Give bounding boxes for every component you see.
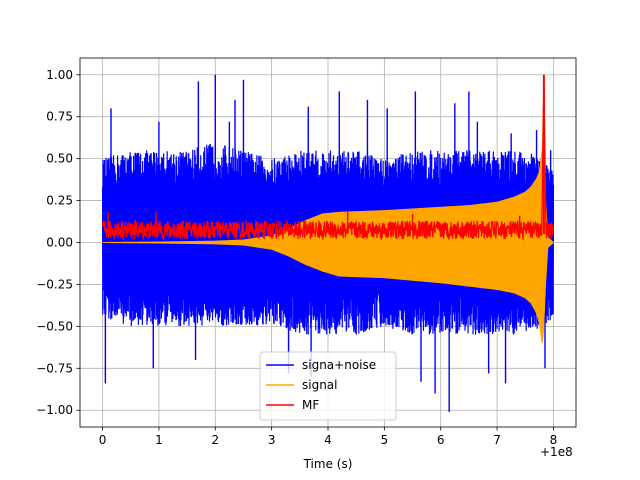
x-tick-label: 6: [437, 433, 445, 447]
x-tick-label: 3: [268, 433, 276, 447]
x-tick-label: 0: [99, 433, 107, 447]
y-tick-label: −1.00: [36, 403, 73, 417]
legend-label: signal: [302, 378, 338, 392]
series-layer: [101, 74, 555, 412]
y-tick-label: 0.25: [46, 194, 73, 208]
x-tick-label: 8: [550, 433, 558, 447]
series-signal-noise-line: [101, 142, 555, 335]
x-tick-label: 7: [493, 433, 501, 447]
x-tick-label: 2: [211, 433, 219, 447]
x-tick-label: 5: [381, 433, 389, 447]
legend-label: signa+noise: [302, 358, 376, 372]
x-tick-label: 1: [155, 433, 163, 447]
y-tick-label: −0.25: [36, 277, 73, 291]
legend-label: MF: [302, 398, 319, 412]
legend-box: [259, 351, 397, 421]
x-offset-label: +1e8: [540, 445, 573, 459]
y-tick-label: 1.00: [46, 68, 73, 82]
y-tick-label: 0.75: [46, 110, 73, 124]
x-axis-label: Time (s): [303, 457, 353, 471]
legend: signa+noise signal MF: [259, 351, 397, 421]
y-tick-label: 0.50: [46, 152, 73, 166]
y-tick-label: −0.75: [36, 361, 73, 375]
axis-ticks: 0 1 2 3 4 5 6 7 8 1.00 0.75 0.50 0.25 0.00 −0.25 −0.50 −…: [36, 68, 557, 447]
y-tick-label: 0.00: [46, 236, 73, 250]
x-tick-label: 4: [324, 433, 332, 447]
y-tick-label: −0.50: [36, 319, 73, 333]
series-mf-line: [101, 80, 555, 242]
